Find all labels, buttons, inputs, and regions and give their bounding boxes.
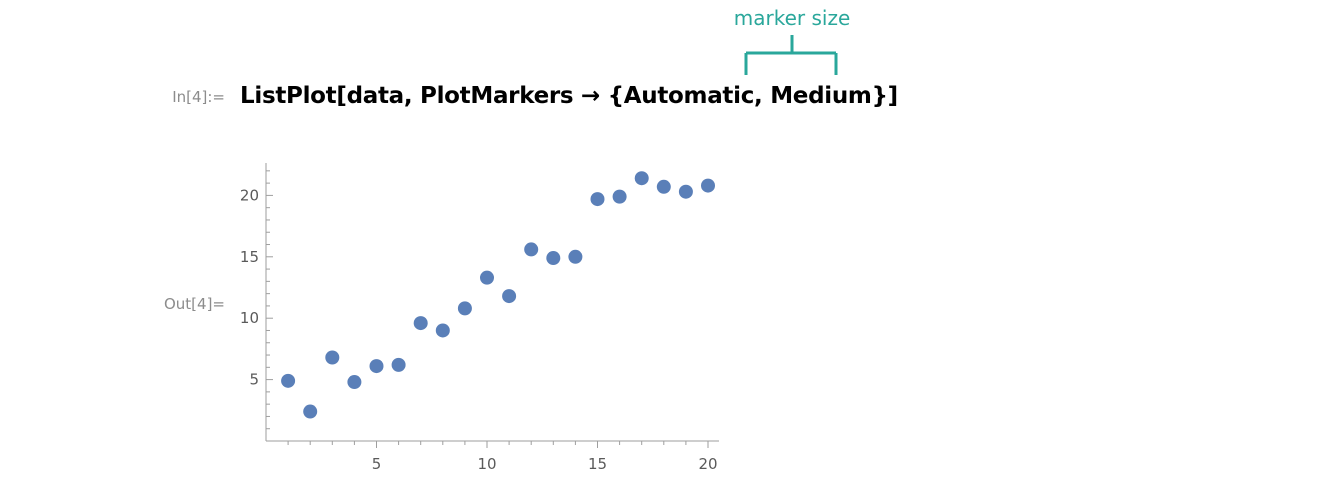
- y-tick-label: 10: [240, 309, 259, 327]
- x-tick-label: 5: [372, 455, 382, 473]
- data-point: [325, 350, 340, 365]
- data-point: [656, 179, 671, 194]
- output-cell-label: Out[4]=: [163, 295, 225, 313]
- data-point: [568, 249, 583, 264]
- data-point: [612, 189, 627, 204]
- marker-size-annotation-label: marker size: [733, 6, 851, 30]
- x-tick-label: 15: [588, 455, 607, 473]
- data-point: [391, 357, 406, 372]
- input-cell-label: In[4]:=: [172, 88, 225, 106]
- data-point: [435, 323, 450, 338]
- data-point: [546, 251, 561, 266]
- marker-size-bracket: [744, 35, 838, 75]
- y-tick-label: 15: [240, 248, 259, 266]
- data-point: [480, 270, 494, 285]
- data-point: [413, 316, 428, 331]
- data-point: [634, 171, 649, 186]
- x-axis-ticks: 5 10 15 20: [287, 441, 718, 473]
- data-point: [524, 242, 539, 257]
- y-tick-label: 5: [249, 371, 259, 389]
- y-tick-label: 20: [240, 186, 259, 204]
- y-axis-ticks: 5 10 15 20: [240, 170, 273, 430]
- data-point: [502, 289, 517, 304]
- data-point: [303, 404, 318, 419]
- plot-points: [281, 171, 715, 419]
- x-tick-label: 20: [698, 455, 717, 473]
- data-point: [701, 178, 715, 193]
- data-point: [369, 359, 384, 374]
- data-point: [590, 192, 605, 207]
- input-cell-code[interactable]: ListPlot[data, PlotMarkers → {Automatic,…: [240, 83, 898, 109]
- plot-axes: [265, 163, 719, 442]
- data-point: [457, 301, 472, 316]
- data-point: [678, 184, 693, 199]
- x-tick-label: 10: [477, 455, 496, 473]
- data-point: [281, 373, 296, 388]
- data-point: [347, 375, 362, 390]
